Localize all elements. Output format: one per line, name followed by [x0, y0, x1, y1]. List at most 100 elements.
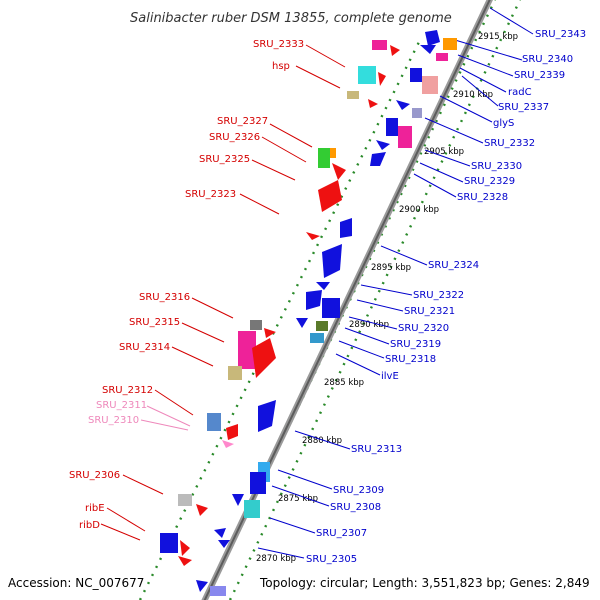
- gene-label[interactable]: glyS: [493, 118, 514, 129]
- kbp-label: 2885 kbp: [324, 378, 364, 388]
- gene-label[interactable]: SRU_2314: [119, 342, 170, 353]
- gene-block: [410, 68, 422, 82]
- gene-label[interactable]: SRU_2312: [102, 385, 153, 396]
- gene-block: [250, 320, 262, 330]
- gene-arrow: [425, 30, 440, 46]
- gene-label[interactable]: SRU_2323: [185, 189, 236, 200]
- gene-arrow: [420, 45, 436, 54]
- gene-label[interactable]: SRU_2332: [484, 138, 535, 149]
- gene-label[interactable]: SRU_2333: [253, 39, 304, 50]
- gene-label[interactable]: radC: [508, 87, 532, 98]
- gene-block: [322, 298, 340, 318]
- gene-arrow: [214, 528, 226, 538]
- gene-arrow: [332, 163, 346, 180]
- kbp-label: 2880 kbp: [302, 436, 342, 446]
- gene-label[interactable]: SRU_2325: [199, 154, 250, 165]
- gene-block: [398, 126, 412, 148]
- left-connectors-pink: [140, 405, 191, 431]
- gene-label[interactable]: SRU_2327: [217, 116, 268, 127]
- gene-label[interactable]: SRU_2316: [139, 292, 190, 303]
- gene-block: [228, 366, 242, 380]
- kbp-label: 2900 kbp: [399, 205, 439, 215]
- gene-arrow: [306, 290, 322, 310]
- gene-block: [210, 586, 226, 596]
- kbp-label: 2915 kbp: [478, 32, 518, 42]
- gene-label[interactable]: SRU_2309: [333, 485, 384, 496]
- gene-label[interactable]: SRU_2313: [351, 444, 402, 455]
- accession-text: Accession: NC_007677: [8, 576, 144, 590]
- gene-block: [207, 413, 221, 431]
- gene-block: [250, 472, 266, 494]
- gene-label[interactable]: SRU_2318: [385, 354, 436, 365]
- gene-block: [443, 38, 457, 50]
- gene-label[interactable]: SRU_2307: [316, 528, 367, 539]
- gene-block: [178, 494, 192, 506]
- gene-arrow: [178, 556, 192, 566]
- gene-block: [358, 66, 376, 84]
- gene-label[interactable]: SRU_2305: [306, 554, 357, 565]
- gene-arrow: [222, 440, 234, 448]
- gene-label[interactable]: SRU_2328: [457, 192, 508, 203]
- gene-arrow: [340, 218, 352, 238]
- gene-features: [160, 30, 457, 596]
- kbp-label: 2905 kbp: [424, 147, 464, 157]
- gene-label[interactable]: ribE: [85, 503, 105, 514]
- gene-arrow: [318, 180, 342, 212]
- gene-label[interactable]: SRU_2321: [404, 306, 455, 317]
- gene-label[interactable]: SRU_2320: [398, 323, 449, 334]
- gene-arrow: [196, 504, 208, 516]
- gene-arrow: [396, 100, 410, 110]
- kbp-label: 2870 kbp: [256, 554, 296, 564]
- gene-label[interactable]: hsp: [272, 61, 290, 72]
- gene-label[interactable]: SRU_2343: [535, 29, 586, 40]
- gene-arrow: [258, 400, 276, 432]
- kbp-label: 2890 kbp: [349, 320, 389, 330]
- gene-label[interactable]: ribD: [79, 520, 100, 531]
- gene-arrow: [196, 580, 208, 592]
- gene-block: [318, 148, 330, 168]
- gene-label[interactable]: SRU_2308: [330, 502, 381, 513]
- gene-arrow: [306, 232, 320, 240]
- gene-label[interactable]: SRU_2340: [522, 54, 573, 65]
- gene-arrow: [390, 45, 400, 56]
- left-gene-labels: SRU_2333 hsp SRU_2327 SRU_2326 SRU_2325 …: [69, 39, 304, 531]
- gene-arrow: [232, 494, 244, 506]
- gene-label[interactable]: SRU_2326: [209, 132, 260, 143]
- gene-block: [347, 91, 359, 99]
- gene-arrow: [370, 152, 386, 166]
- gene-arrow: [296, 318, 308, 328]
- gene-block: [422, 76, 438, 94]
- gene-label[interactable]: SRU_2306: [69, 470, 120, 481]
- gene-label[interactable]: SRU_2329: [464, 176, 515, 187]
- kbp-label: 2895 kbp: [371, 263, 411, 273]
- gene-arrow: [378, 72, 386, 86]
- gene-arrow: [218, 540, 230, 548]
- gene-block: [310, 333, 324, 343]
- gene-arrow: [264, 328, 276, 338]
- gene-label[interactable]: SRU_2337: [498, 102, 549, 113]
- gene-label[interactable]: SRU_2339: [514, 70, 565, 81]
- gene-label[interactable]: ilvE: [381, 371, 399, 382]
- gene-label[interactable]: SRU_2310: [88, 415, 139, 426]
- gene-block: [412, 108, 422, 118]
- right-connectors: [257, 7, 534, 559]
- gene-label[interactable]: SRU_2322: [413, 290, 464, 301]
- gene-arrow: [376, 140, 390, 150]
- gene-label[interactable]: SRU_2315: [129, 317, 180, 328]
- kbp-scale: 2915 kbp 2910 kbp 2905 kbp 2900 kbp 2895…: [256, 32, 518, 564]
- right-track: [228, 0, 522, 600]
- gene-label[interactable]: SRU_2324: [428, 260, 479, 271]
- gene-block: [436, 53, 448, 61]
- gene-block: [316, 321, 328, 331]
- right-gene-labels: SRU_2343 SRU_2340 SRU_2339 radC SRU_2337…: [306, 29, 586, 565]
- map-title: Salinibacter ruber DSM 13855, complete g…: [130, 11, 452, 26]
- gene-arrow: [226, 424, 238, 440]
- gene-block: [330, 148, 336, 158]
- gene-block: [160, 533, 178, 553]
- gene-label[interactable]: SRU_2330: [471, 161, 522, 172]
- gene-label[interactable]: SRU_2319: [390, 339, 441, 350]
- gene-arrow: [252, 338, 276, 378]
- gene-label[interactable]: SRU_2311: [96, 400, 147, 411]
- kbp-label: 2910 kbp: [453, 90, 493, 100]
